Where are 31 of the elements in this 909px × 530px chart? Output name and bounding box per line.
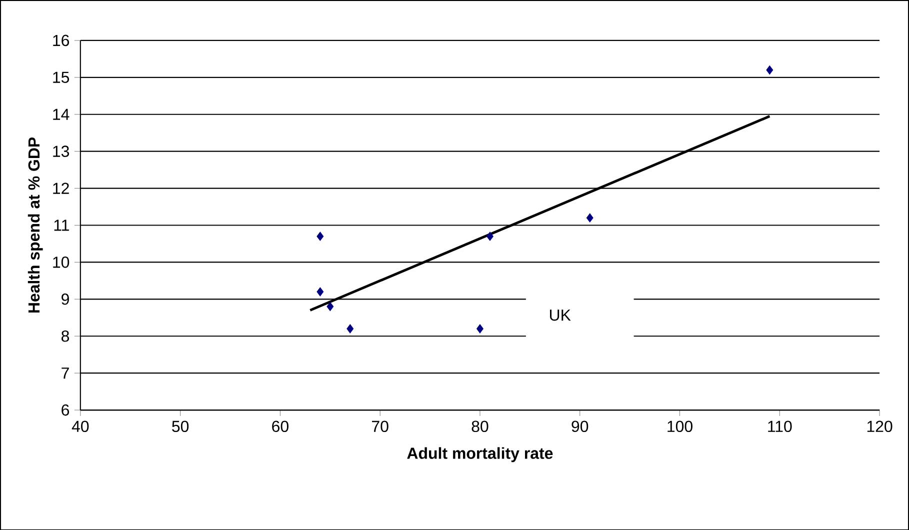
y-axis-title: Health spend at % GDP [28,137,43,312]
y-tick-label: 9 [62,293,69,305]
x-axis-title: Adult mortality rate [407,447,553,462]
x-tick-label: 60 [272,420,288,432]
y-tick-label: 8 [62,330,70,342]
point [326,302,334,311]
x-tick-label: 70 [372,420,388,432]
point [316,287,324,296]
x-tick-label: 110 [768,420,792,432]
x-tick-label: 100 [668,420,692,432]
point [766,65,774,74]
point [486,232,494,241]
point [346,324,354,334]
y-tick-label: 11 [54,220,69,231]
x-tick-label: 80 [472,420,488,432]
y-tick-label: 6 [62,404,70,416]
y-tick-label: 12 [53,182,69,194]
x-tick-label: 50 [172,420,189,432]
x-tick-label: 40 [72,420,89,432]
y-tick-label: 16 [53,34,70,46]
annotation: UK [550,309,571,321]
x-tick-label: 90 [572,420,588,432]
point [586,213,594,222]
point [476,324,484,334]
y-tick-label: 14 [53,108,70,120]
x-tick-label: 120 [867,420,892,432]
y-tick-label: 13 [53,145,70,157]
y-tick-label: 15 [53,72,70,83]
y-tick-label: 10 [53,256,70,268]
point [316,232,324,241]
y-tick-label: 7 [62,367,69,378]
